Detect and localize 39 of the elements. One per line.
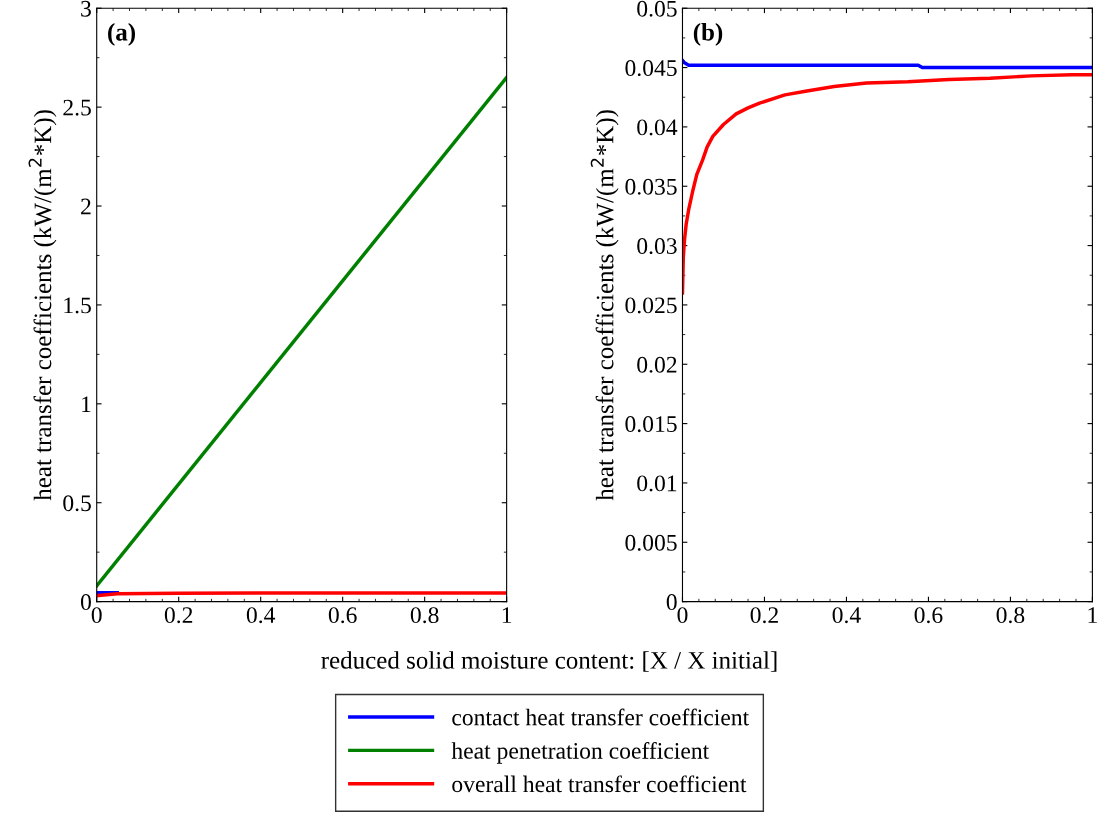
y-tick-label: 0 <box>666 594 677 611</box>
x-tick-label: 0.6 <box>328 607 357 624</box>
y-tick-label: 0.5 <box>63 495 91 512</box>
y-tick-label: 1.5 <box>64 297 91 314</box>
y-tick-label: 0.04 <box>637 119 678 136</box>
x-tick-label: 1 <box>502 607 512 623</box>
x-tick-label: 0.4 <box>832 607 861 624</box>
line-series <box>682 58 1093 70</box>
annotation: (b) <box>693 23 723 46</box>
legend-label: contact heat transfer coefficient <box>452 708 750 726</box>
y-axis-title: heat transfer coefficients (kW/(m$^{2}$*K)) <box>28 110 57 501</box>
y-tick-label: 0.035 <box>625 178 677 195</box>
y-tick-label: 2 <box>81 198 91 215</box>
y-tick-label: 3 <box>81 0 91 17</box>
y-tick-label: 0.02 <box>637 356 677 373</box>
x-tick-label: 0.4 <box>246 607 276 624</box>
y-tick-label: 0.005 <box>625 534 677 551</box>
y-tick-label: 1 <box>82 396 91 413</box>
legend-label: overall heat transfer coefficient <box>452 775 747 793</box>
x-tick-label: 0.6 <box>914 607 943 624</box>
x-tick-label: 0.8 <box>410 607 439 624</box>
line-series <box>682 72 1093 295</box>
x-tick-label: 0.2 <box>164 607 193 624</box>
y-tick-label: 0.015 <box>625 416 677 433</box>
legend-label: heat penetration coefficient <box>451 742 710 764</box>
y-tick-label: 0 <box>80 594 91 611</box>
y-axis-title: heat transfer coefficients (kW/(m$^{2}$*K)) <box>590 110 619 501</box>
y-tick-label: 2.5 <box>63 99 91 116</box>
annotation: (a) <box>108 23 136 46</box>
x-axis-title: reduced solid moisture content: [X / X initial] <box>321 651 777 672</box>
y-tick-label: 0.03 <box>637 238 677 255</box>
y-tick-label: 0.01 <box>637 475 677 492</box>
x-tick-label: 0.8 <box>996 607 1025 624</box>
y-tick-label: 0.025 <box>625 297 677 314</box>
y-tick-label: 0.05 <box>637 0 677 17</box>
x-tick-label: 0.2 <box>750 607 778 624</box>
y-tick-label: 0.045 <box>625 60 677 77</box>
x-tick-label: 0 <box>677 607 688 624</box>
x-tick-label: 1 <box>1088 607 1097 623</box>
